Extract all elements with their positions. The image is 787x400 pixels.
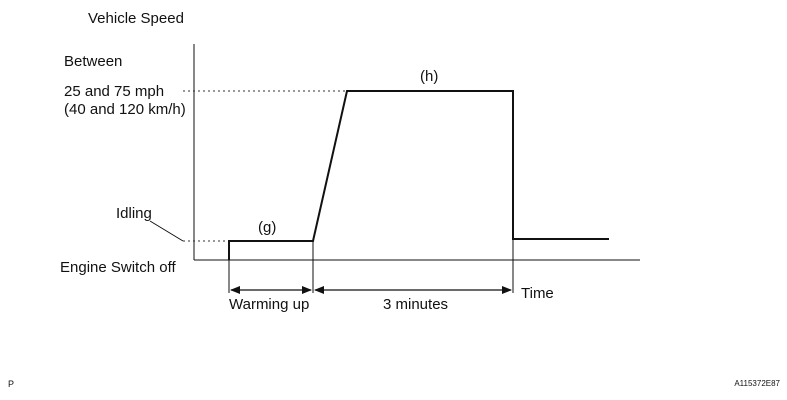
time-axis-label: Time [521, 285, 554, 302]
phase-g-label: (g) [258, 219, 276, 236]
figure-code: A115372E87 [734, 379, 780, 388]
speed-between-label: Between [64, 53, 122, 70]
speed-profile-line [228, 90, 609, 260]
warming-up-arrow [230, 286, 312, 294]
speed-kmh-label: (40 and 120 km/h) [64, 101, 186, 118]
idling-leader-line [149, 220, 184, 242]
corner-letter: P [8, 379, 14, 389]
three-minutes-arrow [314, 286, 512, 294]
phase-h-label: (h) [420, 68, 438, 85]
speed-mph-label: 25 and 75 mph [64, 83, 164, 100]
y-axis-title: Vehicle Speed [88, 10, 184, 27]
engine-switch-off-label: Engine Switch off [60, 259, 176, 276]
three-minutes-label: 3 minutes [383, 296, 448, 313]
warming-up-label: Warming up [229, 296, 309, 313]
idling-label: Idling [116, 205, 152, 222]
